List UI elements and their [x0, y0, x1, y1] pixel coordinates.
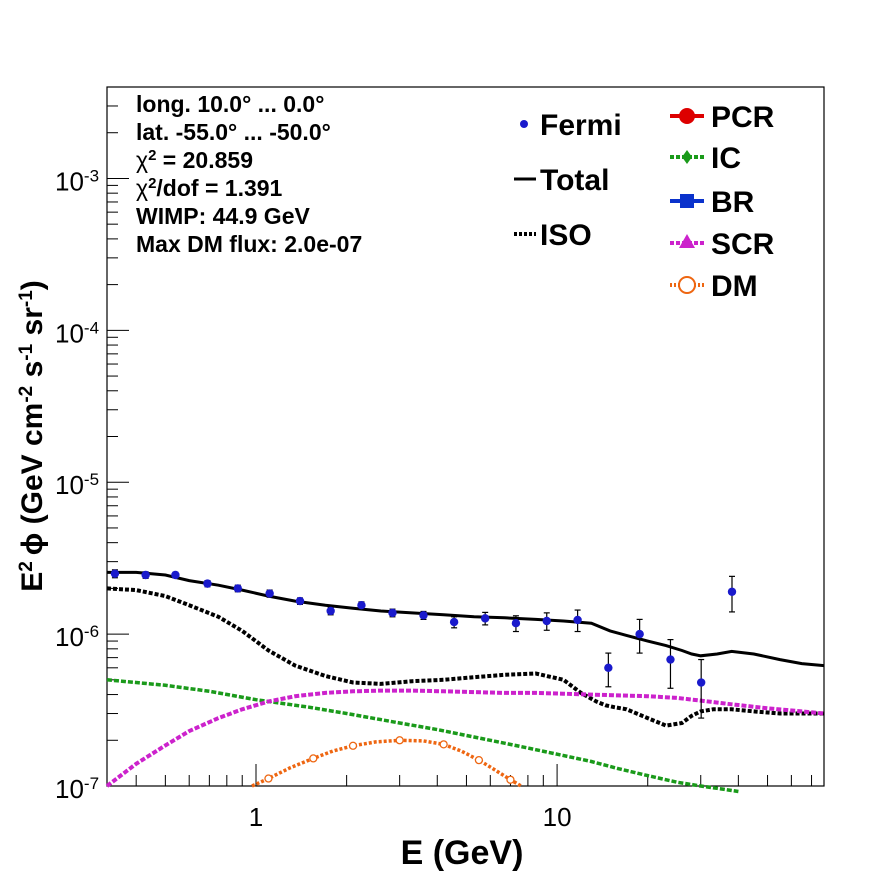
fermi-point: [727, 587, 737, 596]
legend-pcr-marker: [679, 108, 695, 124]
dm-point: [474, 755, 484, 765]
fermi-point: [203, 579, 212, 588]
legend-total-label: Total: [540, 164, 609, 197]
legend-dm-label: DM: [711, 270, 758, 303]
legend-iso-label: ISO: [540, 219, 592, 252]
fermi-point: [666, 655, 675, 664]
legend-ic-marker: [682, 150, 692, 164]
y-tick-label: 10-5: [55, 470, 99, 501]
fermi-point: [604, 663, 613, 673]
fermi-point: [295, 596, 305, 606]
info-box: long. 10.0° ... 0.0° lat. -55.0° ... -50…: [136, 91, 362, 257]
info-chi2: χ2 = 20.859: [136, 147, 253, 174]
ic-line: [106, 678, 739, 794]
dm-point: [309, 754, 318, 763]
total-line: [107, 570, 825, 668]
fermi-point: [233, 584, 242, 593]
info-chi2-dof: χ2/dof = 1.391: [136, 175, 283, 202]
fermi-point: [326, 606, 335, 616]
legend-scr-label: SCR: [711, 228, 775, 261]
fermi-point: [388, 608, 397, 618]
fermi-point: [573, 615, 582, 625]
iso-line: [106, 586, 824, 728]
legend-fermi-marker: [520, 120, 528, 128]
fermi-point: [171, 570, 180, 580]
fermi-point: [357, 601, 366, 610]
series-scr: [105, 688, 825, 788]
series-fermi: [110, 569, 737, 719]
legend-br-marker: [680, 194, 694, 208]
y-tick-label: 10-7: [55, 774, 99, 805]
x-tick-label: 1: [249, 802, 263, 832]
legend-left: Fermi Total ISO: [514, 109, 622, 252]
dm-point: [506, 775, 515, 784]
series-layer: [105, 569, 825, 794]
info-latitude: lat. -55.0° ... -50.0°: [136, 119, 331, 145]
fermi-point: [635, 629, 644, 639]
dm-point: [348, 741, 358, 750]
y-tick-label: 10-6: [55, 622, 99, 653]
fermi-point: [110, 569, 120, 578]
legend-dm-marker: [678, 276, 696, 294]
legend-br-label: BR: [711, 186, 755, 219]
series-ic: [106, 678, 739, 794]
x-axis-label: E (GeV): [401, 834, 524, 872]
x-tick-label: 10: [543, 802, 572, 832]
y-tick-label: 10-4: [55, 318, 99, 349]
fermi-point: [696, 678, 706, 687]
y-tick-label: 10-3: [55, 166, 99, 197]
fermi-point: [511, 618, 521, 628]
series-iso: [106, 586, 824, 728]
y-axis-label: E2ϕ (GeV cm-2 s-1 sr-1): [16, 280, 50, 592]
dm-point: [264, 774, 273, 783]
info-longitude: long. 10.0° ... 0.0°: [136, 91, 324, 117]
scr-line: [105, 688, 825, 788]
info-wimp: WIMP: 44.9 GeV: [136, 203, 310, 229]
dm-point: [439, 740, 448, 749]
fermi-point: [265, 589, 274, 598]
svg-text:E2ϕ (GeV cm-2 s-1 sr-1): E2ϕ (GeV cm-2 s-1 sr-1): [16, 280, 50, 592]
legend-pcr-label: PCR: [711, 101, 775, 134]
legend-ic-label: IC: [711, 142, 741, 175]
series-total: [107, 570, 825, 668]
dm-point: [395, 736, 404, 745]
axis-ticks: 10-7 10-6 10-5 10-4 10-3 1 10: [55, 86, 813, 832]
legend-fermi-label: Fermi: [540, 109, 622, 142]
info-max-dm: Max DM flux: 2.0e-07: [136, 231, 362, 257]
fermi-point: [480, 614, 490, 623]
fermi-point: [141, 570, 150, 580]
fermi-point: [449, 617, 459, 627]
legend-scr-marker: [679, 234, 695, 248]
legend-right: PCR IC BR SCR DM: [670, 101, 775, 303]
fermi-point: [419, 611, 428, 620]
series-dm: [251, 736, 523, 788]
fermi-point: [542, 616, 551, 626]
